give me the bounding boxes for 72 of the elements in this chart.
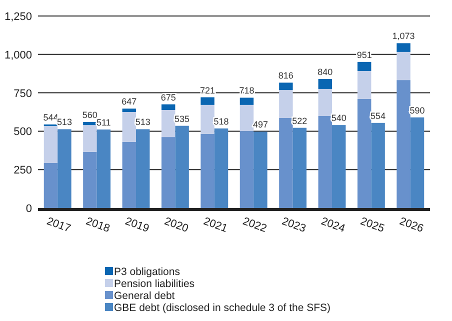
bar [240,131,254,208]
bar [410,117,424,208]
bar [396,43,410,52]
total-label: 513 [135,117,150,128]
x-tick-label: 2018 [84,215,112,236]
bar [83,152,97,208]
x-tick-label: 2024 [319,215,347,236]
legend-label: Pension liabilities [114,278,195,290]
bar [175,126,189,208]
legend-label: General debt [114,290,175,302]
bar [254,132,268,208]
legend-label: P3 obligations [114,266,180,278]
bar [357,98,372,208]
bar [357,70,372,99]
total-label: 816 [278,70,294,81]
x-tick-label: 2023 [280,215,308,236]
bar [44,162,58,208]
total-label: 675 [160,92,176,102]
total-label: 535 [174,114,190,124]
total-label: 1,073 [392,31,415,42]
bar [279,118,293,208]
x-tick-label: 2025 [358,215,386,236]
total-label: 511 [96,118,111,128]
bar [396,80,410,208]
bar [136,129,150,208]
bar [58,129,72,208]
bar [122,142,136,208]
bar [279,90,293,118]
bar [332,125,346,208]
bar [44,126,58,163]
bar [200,134,214,208]
x-tick-label: 2026 [398,215,425,236]
total-label: 840 [318,66,333,77]
bar [200,97,214,105]
bar [292,128,307,208]
total-label: 513 [56,117,72,128]
y-tick-label: 500 [14,126,32,138]
bar [396,52,410,80]
y-tick-label: 250 [14,164,32,177]
legend-label: GBE debt (disclosed in schedule 3 of the SFS) [114,302,331,314]
x-tick-label: 2022 [241,215,268,236]
bar [318,88,332,116]
bar [161,137,176,208]
total-label: 647 [122,96,137,107]
x-tick-label: 2019 [123,215,151,236]
bar [122,112,136,142]
y-tick-label: 1,000 [4,49,32,62]
bar [214,128,228,208]
bar [161,110,176,138]
bar [240,98,254,105]
total-label: 522 [292,116,308,126]
bar [122,108,136,112]
total-label: 518 [214,116,229,126]
y-tick-label: 750 [14,88,32,100]
x-tick-label: 2020 [162,215,190,236]
total-label: 554 [370,110,386,121]
bar [200,104,214,134]
bar [318,116,332,208]
x-tick-label: 2017 [45,215,72,236]
bar [240,104,254,132]
bar [161,104,176,110]
bar [279,82,293,90]
bar [357,62,372,71]
y-tick-label: 1,250 [4,11,32,23]
x-tick-label: 2021 [202,215,229,236]
bar [371,122,385,208]
total-label: 497 [252,120,268,130]
bar [83,125,97,152]
total-label: 560 [82,110,98,120]
bar [318,78,332,89]
y-tick-label: 0 [26,203,32,215]
bar [96,130,111,208]
